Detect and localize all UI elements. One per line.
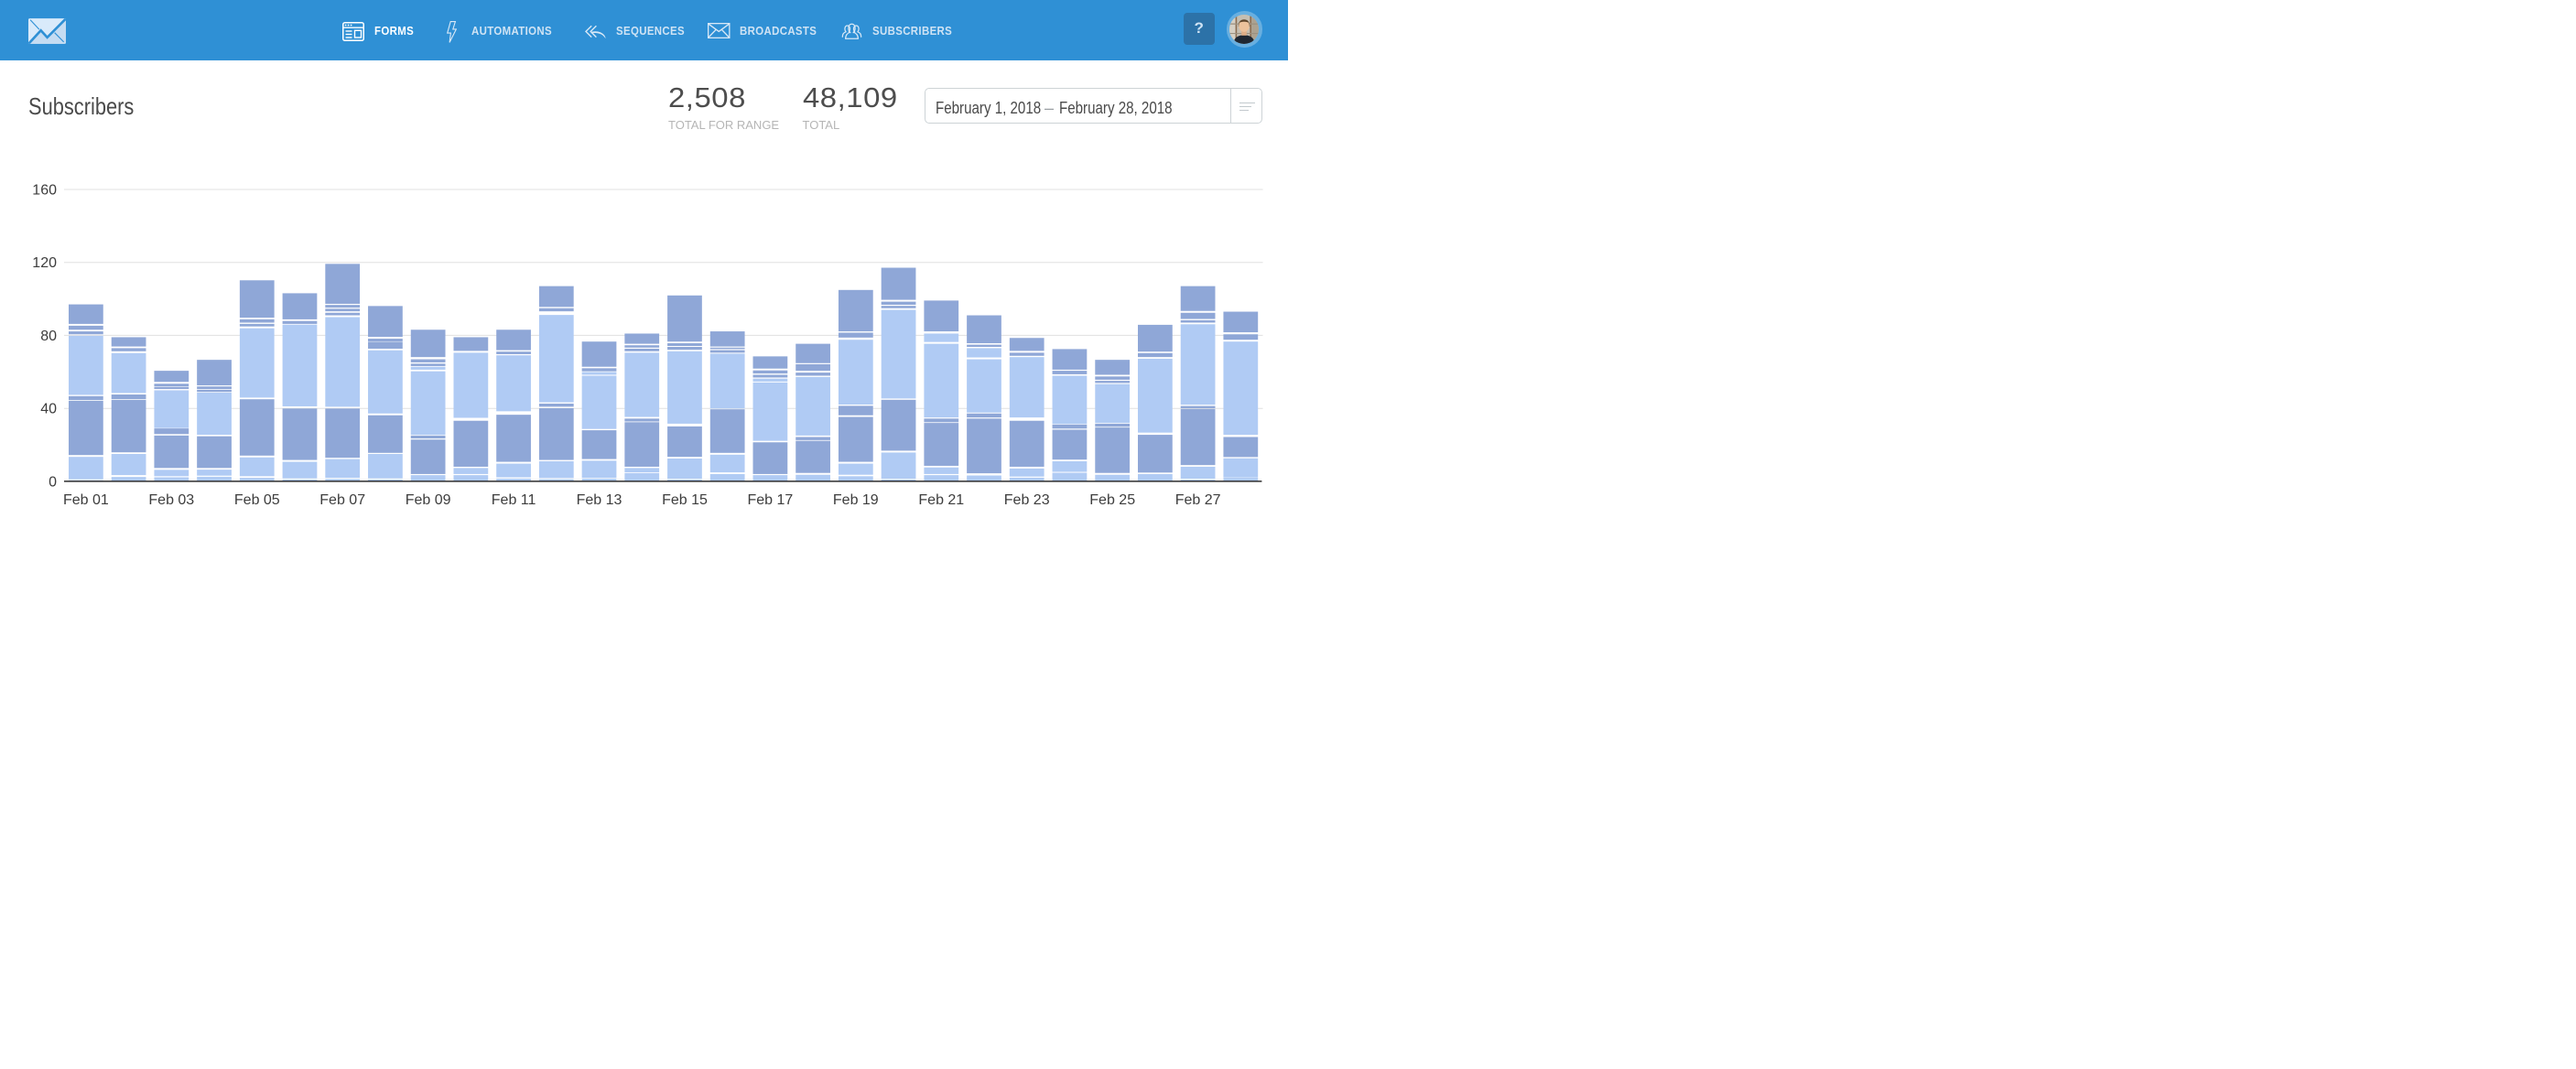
svg-text:Feb 27: Feb 27 [1175,492,1221,508]
svg-text:120: 120 [32,255,57,271]
svg-text:Feb 21: Feb 21 [918,492,964,508]
svg-text:Feb 05: Feb 05 [234,492,280,508]
svg-text:40: 40 [40,402,57,417]
svg-text:160: 160 [32,183,57,199]
svg-text:Feb 11: Feb 11 [492,492,536,508]
svg-text:Feb 09: Feb 09 [406,492,451,508]
svg-text:Feb 17: Feb 17 [747,492,793,508]
svg-text:Feb 01: Feb 01 [63,492,109,508]
svg-text:0: 0 [49,474,57,490]
svg-text:Feb 25: Feb 25 [1089,492,1135,508]
svg-text:Feb 15: Feb 15 [662,492,708,508]
svg-text:Feb 23: Feb 23 [1004,492,1050,508]
svg-text:Feb 07: Feb 07 [319,492,365,508]
svg-text:Feb 19: Feb 19 [833,492,879,508]
svg-text:Feb 13: Feb 13 [577,492,622,508]
svg-text:Feb 03: Feb 03 [148,492,194,508]
svg-text:80: 80 [40,329,57,344]
